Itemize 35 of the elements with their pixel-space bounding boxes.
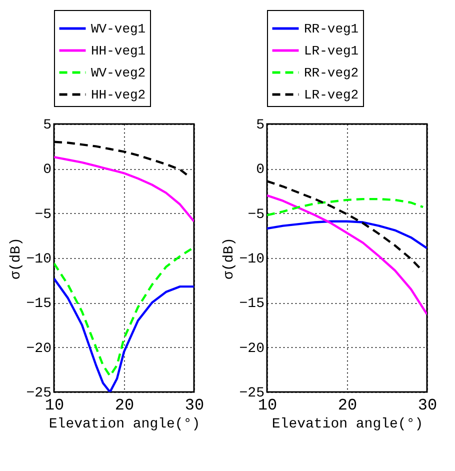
y-tick-label: 5 [43,118,52,134]
legend-label: RR-veg2 [304,66,359,80]
legend-label: WV-veg2 [91,66,146,80]
y-tick-label: −15 [239,296,264,312]
legend-label: LR-veg2 [304,88,359,102]
x-tick-label: 30 [418,396,438,414]
y-tick-label: −15 [26,296,52,312]
line-series [267,198,424,216]
y-tick-label: −5 [248,206,264,223]
legend-label: HH-veg1 [91,44,146,58]
y-axis-title: σ(dB) [8,237,24,280]
line-series [267,194,427,316]
y-tick-label: 0 [43,162,52,178]
y-tick-label: −20 [239,340,264,357]
y-tick-label: −5 [34,206,52,223]
legend-label: HH-veg2 [91,88,146,102]
line-series [267,220,427,250]
y-axis-title: σ(dB) [221,237,238,280]
x-tick-label: 10 [258,396,278,414]
line-series [54,246,194,378]
x-tick-label: 20 [114,396,134,414]
y-tick-label: −10 [26,252,52,268]
line-series [54,156,194,222]
x-axis-title: Elevation angle(°) [48,416,200,432]
x-tick-label: 20 [338,396,358,414]
legend-label: WV-veg1 [91,22,146,36]
y-tick-label: −20 [26,340,52,357]
legend-label: RR-veg1 [304,22,359,36]
y-tick-label: −10 [239,252,264,268]
y-tick-label: 0 [256,162,264,178]
y-tick-label: 5 [256,118,264,134]
x-axis-title: Elevation angle(°) [272,416,424,432]
x-tick-label: 30 [184,396,204,414]
x-tick-label: 10 [44,396,64,414]
legend-label: LR-veg1 [304,44,359,58]
